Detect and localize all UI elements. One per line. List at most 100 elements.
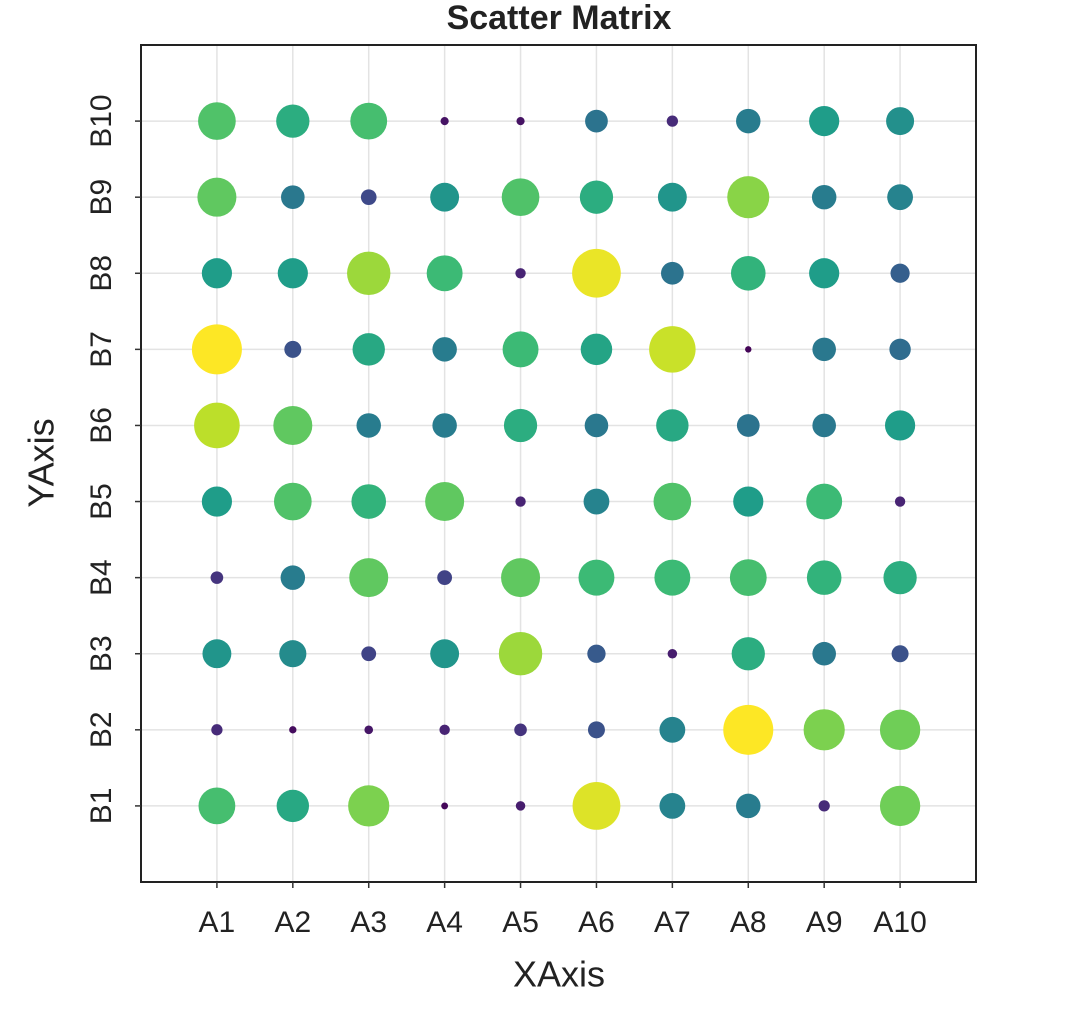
y-tick-label: B2 [85,711,118,748]
bubble [723,704,774,755]
bubble [579,180,614,214]
bubble [501,558,541,598]
bubble [439,724,450,736]
bubble [812,337,836,362]
bubble [666,115,679,127]
bubble [516,116,525,126]
bubble [194,402,240,449]
bubble [806,560,842,595]
bubble [659,716,686,743]
bubble [745,346,752,353]
y-tick-label: B7 [85,331,118,368]
bubble [198,102,236,140]
y-tick-label: B4 [85,559,118,596]
y-tick-label: B8 [85,255,118,292]
bubble [890,263,910,283]
bubble [733,486,764,517]
bubble [273,482,312,521]
bubble [210,571,224,584]
bubble [202,639,232,669]
bubble [284,340,302,358]
bubble [572,782,621,830]
bubble [273,405,313,445]
y-tick-label: B9 [85,179,118,216]
x-tick-label: A10 [873,906,926,939]
bubble [585,109,608,133]
bubble [211,724,223,736]
bubble [649,326,696,373]
x-axis-label: XAxis [513,954,605,995]
y-axis-label: YAxis [21,418,62,507]
bubble [883,560,917,595]
bubble [584,413,609,438]
bubble [515,801,526,811]
bubble [350,102,388,140]
bubble [432,337,457,362]
bubble [879,709,921,750]
x-tick-label: A5 [502,906,539,939]
x-tick-label: A6 [578,906,615,939]
bubble [277,258,308,289]
bubble [736,414,760,437]
bubble [657,182,687,212]
x-tick-label: A9 [806,906,843,939]
bubble [191,324,242,375]
bubble [811,184,837,210]
x-tick-label: A4 [426,906,463,939]
bubble [884,410,916,441]
x-tick-label: A1 [199,906,236,939]
chart-title: Scatter Matrix [447,0,672,37]
x-tick-label: A2 [274,906,311,939]
bubble [360,189,377,206]
bubble [348,785,390,827]
bubble [437,570,453,586]
bubble [425,482,465,522]
y-tick-label: B1 [85,788,118,825]
bubble [727,176,770,219]
bubble [891,645,909,663]
bubble [661,261,684,285]
y-tick-label: B3 [85,635,118,672]
bubble [501,178,540,217]
bubble [580,333,613,366]
bubble [276,789,310,823]
bubble [432,413,457,438]
bubble [809,105,840,137]
bubble [731,637,765,671]
bubble [364,725,374,735]
bubble [515,268,526,279]
bubble [812,413,836,438]
y-tick-label: B6 [85,407,118,444]
bubble [583,488,610,515]
bubble [736,108,761,134]
bubble [201,258,233,289]
bubble [812,641,836,666]
bubble [730,255,766,291]
bubble [653,482,692,521]
bubble [887,184,913,211]
bubble [736,793,761,819]
bubble [515,496,526,507]
bubble [572,248,621,298]
bubble [889,338,911,361]
bubble [656,409,689,442]
bubble [886,107,915,136]
bubble [280,565,306,590]
bubble [578,559,615,596]
bubble [587,644,606,663]
bubble [361,646,377,662]
bubble [894,496,906,507]
bubble [352,333,385,366]
plot-frame [140,44,977,883]
bubble [281,185,305,209]
y-tick-label: B10 [85,94,118,147]
bubble [430,639,460,669]
bubble [503,408,538,443]
bubble [289,726,297,734]
bubble [587,721,605,739]
bubble [351,484,387,519]
x-tick-label: A8 [730,906,767,939]
bubble [276,104,310,138]
bubble [349,558,389,598]
